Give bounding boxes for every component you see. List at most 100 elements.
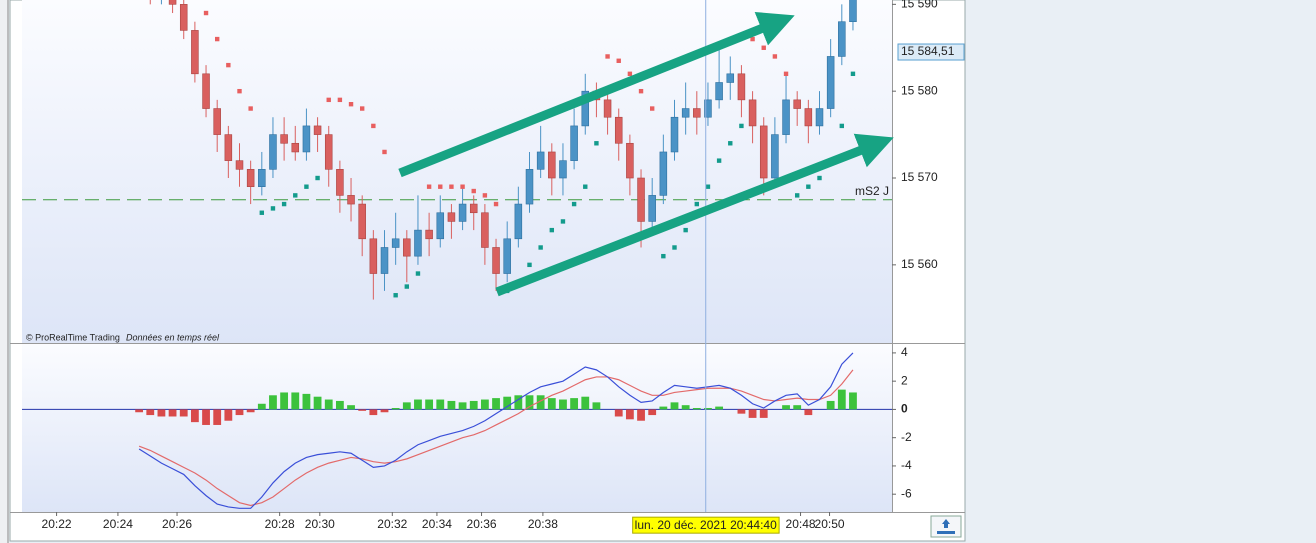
candle-body — [793, 99, 801, 109]
histogram-bar — [458, 402, 467, 410]
sar-dot — [393, 293, 398, 298]
histogram-bar — [358, 409, 367, 411]
histogram-bar — [782, 405, 790, 410]
candle-body — [670, 116, 679, 153]
histogram-bar — [692, 408, 701, 410]
candle-body — [614, 116, 623, 144]
candle-body — [168, 0, 177, 5]
candle-body — [838, 21, 846, 57]
candle-body — [414, 229, 422, 257]
candle-body — [191, 30, 199, 75]
candle-body — [235, 160, 244, 170]
level-label: mS2 J — [855, 184, 889, 198]
candle-body — [570, 125, 578, 161]
candle-body — [559, 160, 567, 179]
sar-dot — [438, 184, 443, 189]
candle-body — [737, 73, 746, 101]
histogram-bar — [179, 409, 188, 417]
x-tick-label: 20:36 — [467, 517, 497, 531]
candle-body — [637, 177, 645, 222]
sar-dot — [605, 54, 610, 59]
candle-body — [603, 99, 612, 118]
x-tick-label: 20:24 — [103, 517, 133, 531]
candle-body — [313, 125, 322, 135]
macd-line — [138, 352, 854, 509]
histogram-bar — [659, 406, 668, 410]
sar-dot — [839, 123, 845, 129]
candle-body — [748, 99, 757, 127]
sar-dot — [806, 184, 811, 189]
histogram-bar — [246, 409, 255, 413]
candle-body — [659, 151, 668, 196]
histogram-bar — [135, 409, 144, 413]
x-tick-label: 20:34 — [422, 517, 452, 531]
histogram-bar — [759, 409, 768, 418]
candle-body — [324, 134, 333, 170]
sar-dot — [382, 149, 387, 155]
histogram-bar — [213, 409, 222, 425]
histogram-bar — [291, 392, 300, 410]
histogram-bar — [202, 409, 210, 425]
histogram-bar — [704, 408, 712, 410]
y-tick-label: 15 590 — [901, 0, 938, 11]
sar-dot — [315, 175, 320, 181]
histogram-bar — [157, 409, 166, 417]
histogram-bar — [335, 400, 344, 410]
sar-dot — [538, 245, 543, 250]
candle-body — [548, 151, 556, 179]
histogram-bar — [425, 399, 434, 410]
histogram-bar — [826, 400, 835, 410]
candle-body — [380, 247, 389, 274]
signal-line — [138, 369, 854, 507]
sar-dot — [359, 106, 365, 111]
sar-dot — [560, 219, 566, 224]
histogram-bar — [313, 396, 322, 410]
sar-dot — [415, 271, 421, 276]
histogram-bar — [257, 403, 266, 410]
candle-body — [536, 151, 545, 170]
x-tick-label: 20:28 — [265, 517, 295, 531]
sar-dot — [426, 184, 432, 189]
candle-body — [849, 0, 857, 23]
sar-dot — [371, 123, 376, 129]
x-tick-label: 20:48 — [786, 517, 816, 531]
histogram-bar — [146, 409, 155, 416]
sar-dot — [638, 88, 644, 94]
sar-dot — [594, 141, 599, 146]
histogram-bar — [715, 406, 724, 410]
crosshair-label: lun. 20 déc. 2021 20:44:40 — [635, 518, 777, 532]
indicator-panel — [22, 344, 892, 512]
sar-dot — [683, 227, 688, 233]
sar-dot — [493, 201, 499, 207]
histogram-bar — [804, 409, 813, 416]
histogram-bar — [547, 398, 556, 410]
sar-dot — [326, 97, 331, 103]
sar-dot — [203, 10, 209, 16]
histogram-bar — [447, 400, 456, 410]
candle-body — [581, 90, 590, 127]
histogram-bar — [648, 409, 657, 416]
histogram-bar — [190, 409, 199, 423]
candle-body — [425, 229, 433, 240]
left-strip — [0, 0, 10, 543]
scale-button-icon — [937, 519, 955, 534]
candle-body — [302, 125, 311, 153]
sar-dot — [460, 184, 465, 189]
sar-dot — [304, 184, 309, 189]
sar-dot — [661, 253, 666, 259]
sar-dot — [348, 102, 354, 107]
histogram-bar — [414, 399, 422, 410]
histogram-bar — [224, 409, 233, 421]
sar-dot — [549, 227, 555, 233]
candle-body — [503, 238, 511, 274]
candle-body — [804, 108, 813, 127]
sar-dot — [850, 71, 856, 77]
sar-dot — [527, 262, 532, 268]
candle-body — [626, 142, 634, 179]
x-tick-label: 20:26 — [162, 517, 192, 531]
sar-dot — [750, 36, 755, 42]
histogram-bar — [592, 402, 601, 410]
candle-body — [514, 203, 523, 240]
sar-dot — [761, 45, 766, 50]
histogram-bar — [536, 395, 545, 410]
